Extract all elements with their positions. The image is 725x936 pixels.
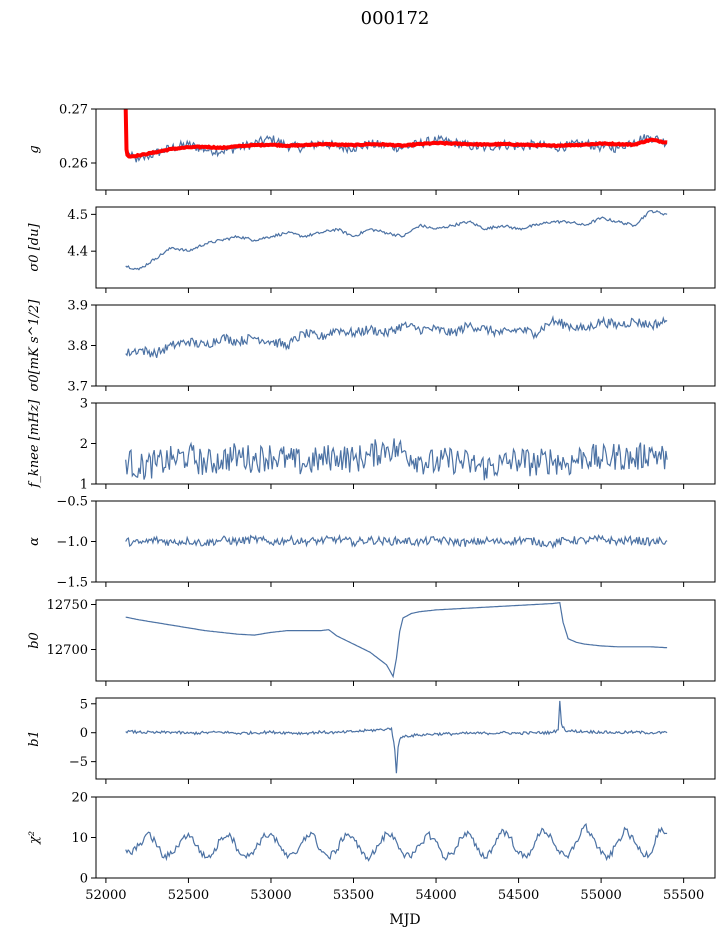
y-axis-label: b0 bbox=[27, 632, 42, 649]
y-tick-label: 3.9 bbox=[67, 299, 88, 314]
panel-5: −1.5 −1.0 −0.5 α bbox=[27, 495, 716, 591]
y-axis-label: g bbox=[27, 145, 42, 153]
panel-2: 4.4 4.5 σ0 [du] bbox=[27, 206, 716, 293]
panel-4: 1 2 3 f_knee [mHz] bbox=[27, 397, 716, 493]
y-axis-label: b1 bbox=[27, 730, 42, 747]
y-axis-label: f_knee [mHz] bbox=[27, 399, 42, 489]
y-tick-label: 0.26 bbox=[59, 157, 88, 172]
x-tick-label: 53500 bbox=[333, 888, 374, 903]
y-tick-label: −1.5 bbox=[56, 576, 88, 591]
x-tick-label: 52500 bbox=[168, 888, 209, 903]
plot-frame bbox=[95, 697, 716, 780]
plot-frame bbox=[95, 304, 716, 387]
series-blue-line bbox=[125, 438, 668, 481]
y-tick-label: 0 bbox=[80, 726, 88, 741]
panel-1: 0.26 0.27 g bbox=[27, 103, 716, 195]
plot-frame bbox=[95, 599, 716, 682]
y-tick-label: 0 bbox=[80, 872, 88, 887]
series-blue-line bbox=[125, 134, 668, 163]
y-axis-label: σ0[mK s^1/2] bbox=[27, 299, 42, 392]
y-tick-label: −5 bbox=[69, 755, 88, 770]
y-tick-label: 4.4 bbox=[67, 245, 88, 260]
x-tick-label: 54500 bbox=[498, 888, 539, 903]
y-axis-label: σ0 [du] bbox=[27, 223, 42, 272]
plot-frame bbox=[95, 402, 716, 485]
y-tick-label: 4.5 bbox=[67, 208, 88, 223]
series-red-line bbox=[123, 109, 668, 159]
y-tick-label: −1.0 bbox=[56, 535, 88, 550]
series-blue-line bbox=[125, 602, 668, 679]
series-blue-line bbox=[125, 533, 668, 550]
x-axis: 52000 52500 53000 53500 54000 54500 55000 55500 bbox=[85, 888, 704, 903]
y-tick-label: 20 bbox=[71, 791, 88, 806]
plot-frame bbox=[95, 206, 716, 289]
x-tick-label: 55500 bbox=[663, 888, 704, 903]
x-tick-label: 52000 bbox=[85, 888, 126, 903]
y-axis-label: χ² bbox=[27, 831, 42, 845]
x-tick-label: 53000 bbox=[250, 888, 291, 903]
panels: 0.26 0.27 g 4.4 4.5 σ0 [du] 3.7 3.8 3.9 σ0[mK s^1… bbox=[27, 103, 716, 887]
x-tick-label: 54000 bbox=[415, 888, 456, 903]
figure-title: 000172 bbox=[361, 8, 430, 29]
y-tick-label: 1 bbox=[80, 478, 88, 493]
y-tick-label: 12700 bbox=[47, 643, 88, 658]
y-tick-label: 12750 bbox=[47, 598, 88, 613]
series-blue-line bbox=[125, 823, 668, 862]
y-tick-label: 3 bbox=[80, 397, 88, 412]
y-tick-label: 3.7 bbox=[67, 380, 88, 395]
y-tick-label: 5 bbox=[80, 697, 88, 712]
series-blue-line bbox=[125, 315, 668, 358]
y-tick-label: −0.5 bbox=[56, 495, 88, 510]
panel-7: −5 0 5 b1 bbox=[27, 697, 716, 784]
y-axis-label: α bbox=[27, 537, 42, 546]
series-blue-line bbox=[125, 700, 668, 774]
series-blue-line bbox=[125, 209, 668, 271]
panel-3: 3.7 3.8 3.9 σ0[mK s^1/2] bbox=[27, 299, 716, 395]
y-tick-label: 3.8 bbox=[67, 339, 88, 354]
panel-8: 0 10 20 χ² bbox=[27, 791, 716, 887]
x-axis-label: MJD bbox=[389, 912, 420, 928]
plot-frame bbox=[95, 108, 716, 191]
x-tick-label: 55000 bbox=[580, 888, 621, 903]
panel-6: 12700 12750 b0 bbox=[27, 598, 716, 686]
y-tick-label: 2 bbox=[80, 437, 88, 452]
y-tick-label: 10 bbox=[71, 831, 88, 846]
y-tick-label: 0.27 bbox=[59, 103, 88, 118]
